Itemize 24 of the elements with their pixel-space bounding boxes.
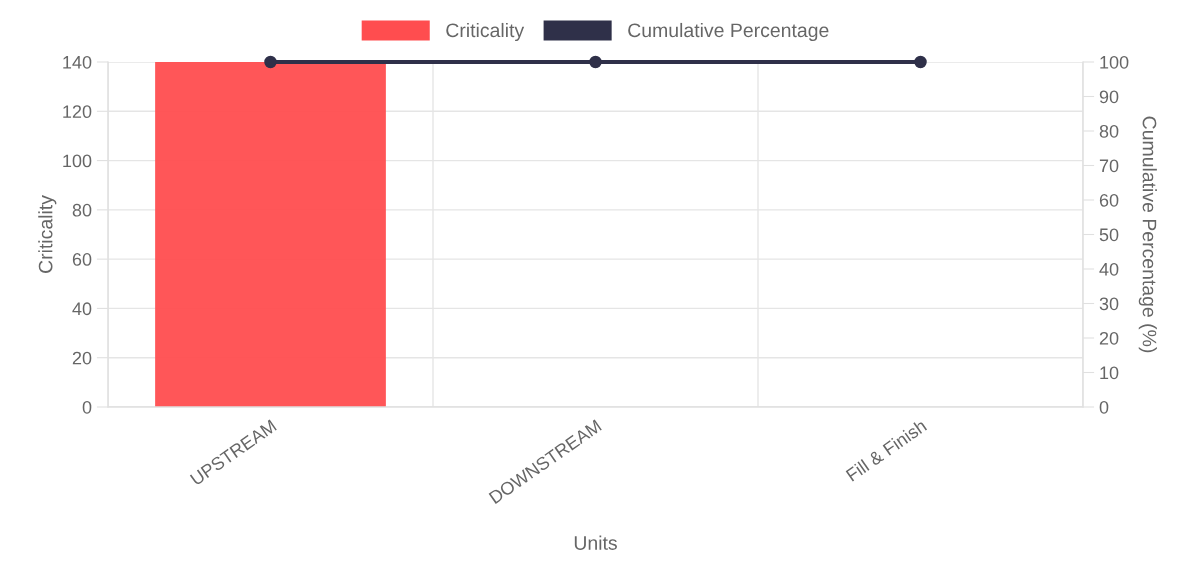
- y-tick-label: 80: [72, 203, 92, 217]
- y-tick-label: 0: [82, 400, 92, 414]
- y2-axis-title: Cumulative Percentage (%): [1138, 116, 1157, 353]
- y2-tick-label: 0: [1099, 400, 1109, 414]
- y-tick-label: 40: [72, 302, 92, 316]
- y-tick-label: 20: [72, 351, 92, 365]
- y2-tick-label: 40: [1099, 262, 1119, 276]
- y2-tick-label: 50: [1099, 228, 1119, 242]
- y-tick-label: 120: [63, 105, 92, 119]
- y2-tick-label: 20: [1099, 331, 1119, 345]
- y2-tick-label: 60: [1099, 193, 1119, 207]
- y-axis-title: Criticality: [38, 195, 57, 273]
- legend-label: Criticality: [446, 22, 525, 42]
- y2-tick-label: 80: [1099, 124, 1119, 138]
- y-tick-label: 100: [63, 154, 92, 168]
- y2-tick-label: 10: [1100, 366, 1119, 380]
- y-tick-label: 60: [72, 253, 92, 266]
- y2-tick-label: 70: [1099, 159, 1119, 173]
- y-tick-label: 140: [63, 55, 92, 69]
- y2-tick-label: 100: [1100, 55, 1129, 69]
- x-axis-title: Units: [574, 535, 617, 550]
- legend-label: Cumulative Percentage: [628, 22, 829, 42]
- y2-tick-label: 30: [1099, 297, 1119, 311]
- y2-tick-label: 90: [1099, 90, 1119, 104]
